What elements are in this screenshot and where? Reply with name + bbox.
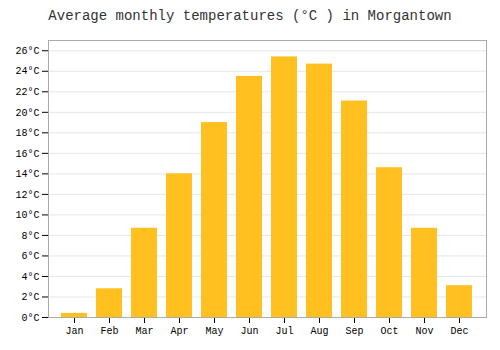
svg-text:16°C: 16°C	[15, 149, 39, 160]
svg-text:Aug: Aug	[310, 326, 328, 337]
svg-text:Jan: Jan	[65, 326, 83, 337]
svg-text:Mar: Mar	[135, 326, 153, 337]
svg-text:2°C: 2°C	[21, 292, 39, 303]
svg-text:Jul: Jul	[275, 326, 293, 337]
html-text:Average monthly temperatures (: Average monthly temperatures (°C ) in Mo…	[48, 8, 452, 24]
svg-text:22°C: 22°C	[15, 87, 39, 98]
svg-text:Nov: Nov	[415, 326, 433, 337]
svg-text:18°C: 18°C	[15, 128, 39, 139]
svg-text:4°C: 4°C	[21, 272, 39, 283]
svg-text:8°C: 8°C	[21, 231, 39, 242]
svg-text:Apr: Apr	[170, 326, 188, 337]
svg-text:Sep: Sep	[345, 326, 363, 337]
svg-text:24°C: 24°C	[15, 66, 39, 77]
svg-text:20°C: 20°C	[15, 108, 39, 119]
svg-text:12°C: 12°C	[15, 190, 39, 201]
svg-text:14°C: 14°C	[15, 169, 39, 180]
svg-text:26°C: 26°C	[15, 46, 39, 57]
svg-text:Feb: Feb	[100, 326, 118, 337]
svg-text:6°C: 6°C	[21, 251, 39, 262]
svg-text:Dec: Dec	[450, 326, 468, 337]
svg-text:Oct: Oct	[380, 326, 398, 337]
svg-text:10°C: 10°C	[15, 210, 39, 221]
svg-text:Jun: Jun	[240, 326, 258, 337]
svg-text:0°C: 0°C	[21, 313, 39, 324]
svg-text:May: May	[205, 326, 223, 337]
